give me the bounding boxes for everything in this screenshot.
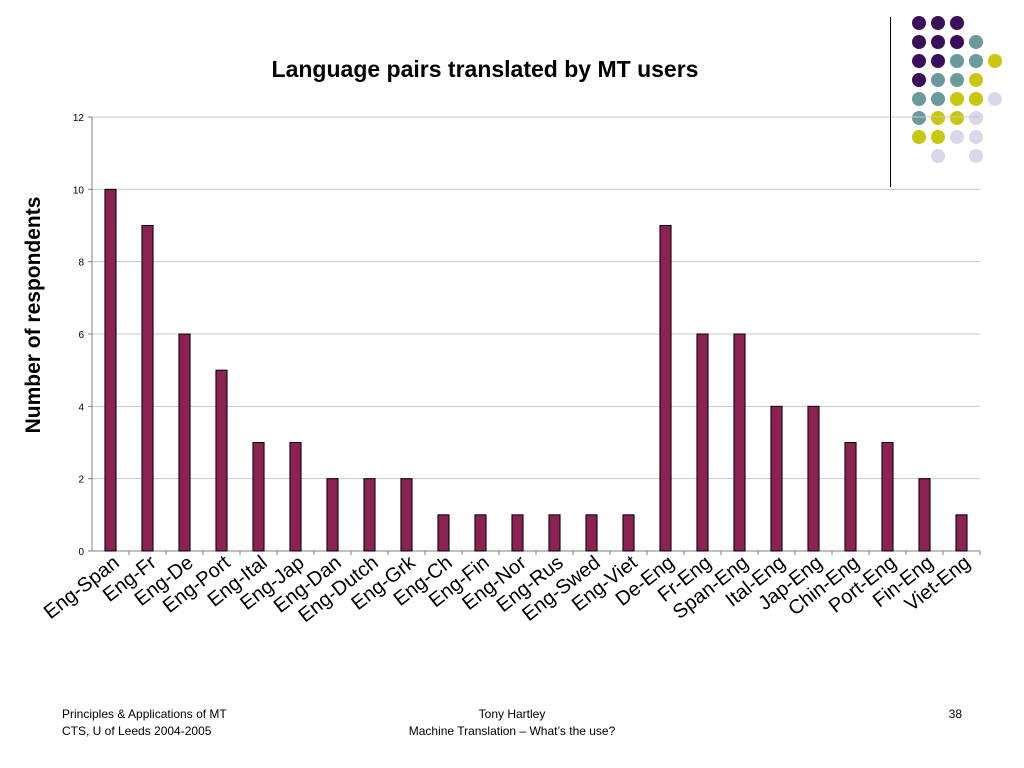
decorative-dot: [912, 130, 926, 144]
decorative-dot: [969, 149, 983, 163]
y-tick-label: 0: [78, 547, 84, 558]
bar: [289, 442, 302, 552]
footer-course: Principles & Applications of MT: [62, 707, 227, 721]
y-tick-label: 6: [78, 330, 84, 341]
y-tick-labels: 0 2 4 6 8 10 12: [73, 113, 85, 558]
axes: [88, 116, 981, 555]
bar: [955, 514, 968, 552]
bar: [437, 514, 450, 552]
decorative-dot: [912, 16, 926, 30]
chart-title: Language pairs translated by MT users: [272, 56, 699, 82]
decorative-dot: [931, 35, 945, 49]
bar: [511, 514, 524, 552]
bar: [585, 514, 598, 552]
decorative-dot: [931, 149, 945, 163]
decorative-dot: [931, 73, 945, 87]
slide-number: 38: [948, 707, 962, 721]
bar: [215, 369, 228, 552]
decorative-dot: [931, 92, 945, 106]
decorative-dot: [912, 35, 926, 49]
decorative-dot: [950, 111, 964, 125]
decorative-dot: [950, 16, 964, 30]
bar: [400, 478, 413, 552]
bar: [104, 188, 117, 552]
bar: [807, 405, 820, 552]
decorative-dot: [950, 35, 964, 49]
decorative-dot: [931, 130, 945, 144]
footer-left: Principles & Applications of MT CTS, U o…: [62, 706, 227, 740]
bars: [104, 188, 968, 552]
bar: [881, 442, 894, 552]
decorative-dot: [931, 16, 945, 30]
bar: [363, 478, 376, 552]
decorative-dot: [931, 54, 945, 68]
y-tick-label: 10: [73, 185, 85, 196]
bar: [548, 514, 561, 552]
bar: [252, 442, 265, 552]
decorative-dot: [912, 54, 926, 68]
bar: [141, 225, 154, 552]
footer-talk-title: Machine Translation – What’s the use?: [408, 724, 616, 738]
gridlines: [92, 116, 980, 480]
decorative-dot: [969, 35, 983, 49]
footer-author: Tony Hartley: [478, 707, 546, 721]
decorative-dot: [912, 73, 926, 87]
footer-center: Tony Hartley Machine Translation – What’…: [350, 706, 674, 740]
bar: [770, 405, 783, 552]
bar: [474, 514, 487, 552]
footer-institution: CTS, U of Leeds 2004-2005: [62, 724, 212, 738]
decorative-dot: [969, 73, 983, 87]
decorative-dot: [969, 54, 983, 68]
decorative-dot: [950, 92, 964, 106]
decorative-dot: [988, 92, 1002, 106]
decorative-dot: [950, 73, 964, 87]
y-tick-label: 4: [78, 402, 84, 413]
decorative-dot: [931, 111, 945, 125]
decorative-dot: [950, 54, 964, 68]
bar: [178, 333, 191, 552]
decorative-dot: [912, 92, 926, 106]
decorative-dot: [969, 111, 983, 125]
decorative-dot: [950, 130, 964, 144]
y-tick-label: 2: [78, 475, 84, 486]
y-axis-label: Number of respondents: [22, 197, 45, 434]
y-tick-label: 8: [78, 258, 84, 269]
decorative-vertical-rule: [890, 17, 891, 187]
y-tick-label: 12: [73, 113, 85, 124]
bar: [659, 225, 672, 552]
bar: [733, 333, 746, 552]
bar: [326, 478, 339, 552]
bar: [696, 333, 709, 552]
decorative-dot-grid: [912, 16, 1002, 163]
decorative-dot: [969, 130, 983, 144]
bar: [918, 478, 931, 552]
decorative-dot: [969, 92, 983, 106]
bar: [622, 514, 635, 552]
decorative-dot: [912, 111, 926, 125]
bar: [844, 442, 857, 552]
decorative-dot: [988, 54, 1002, 68]
x-tick-labels: Eng-SpanEng-FrEng-DeEng-PortEng-ItalEng-…: [40, 551, 975, 627]
